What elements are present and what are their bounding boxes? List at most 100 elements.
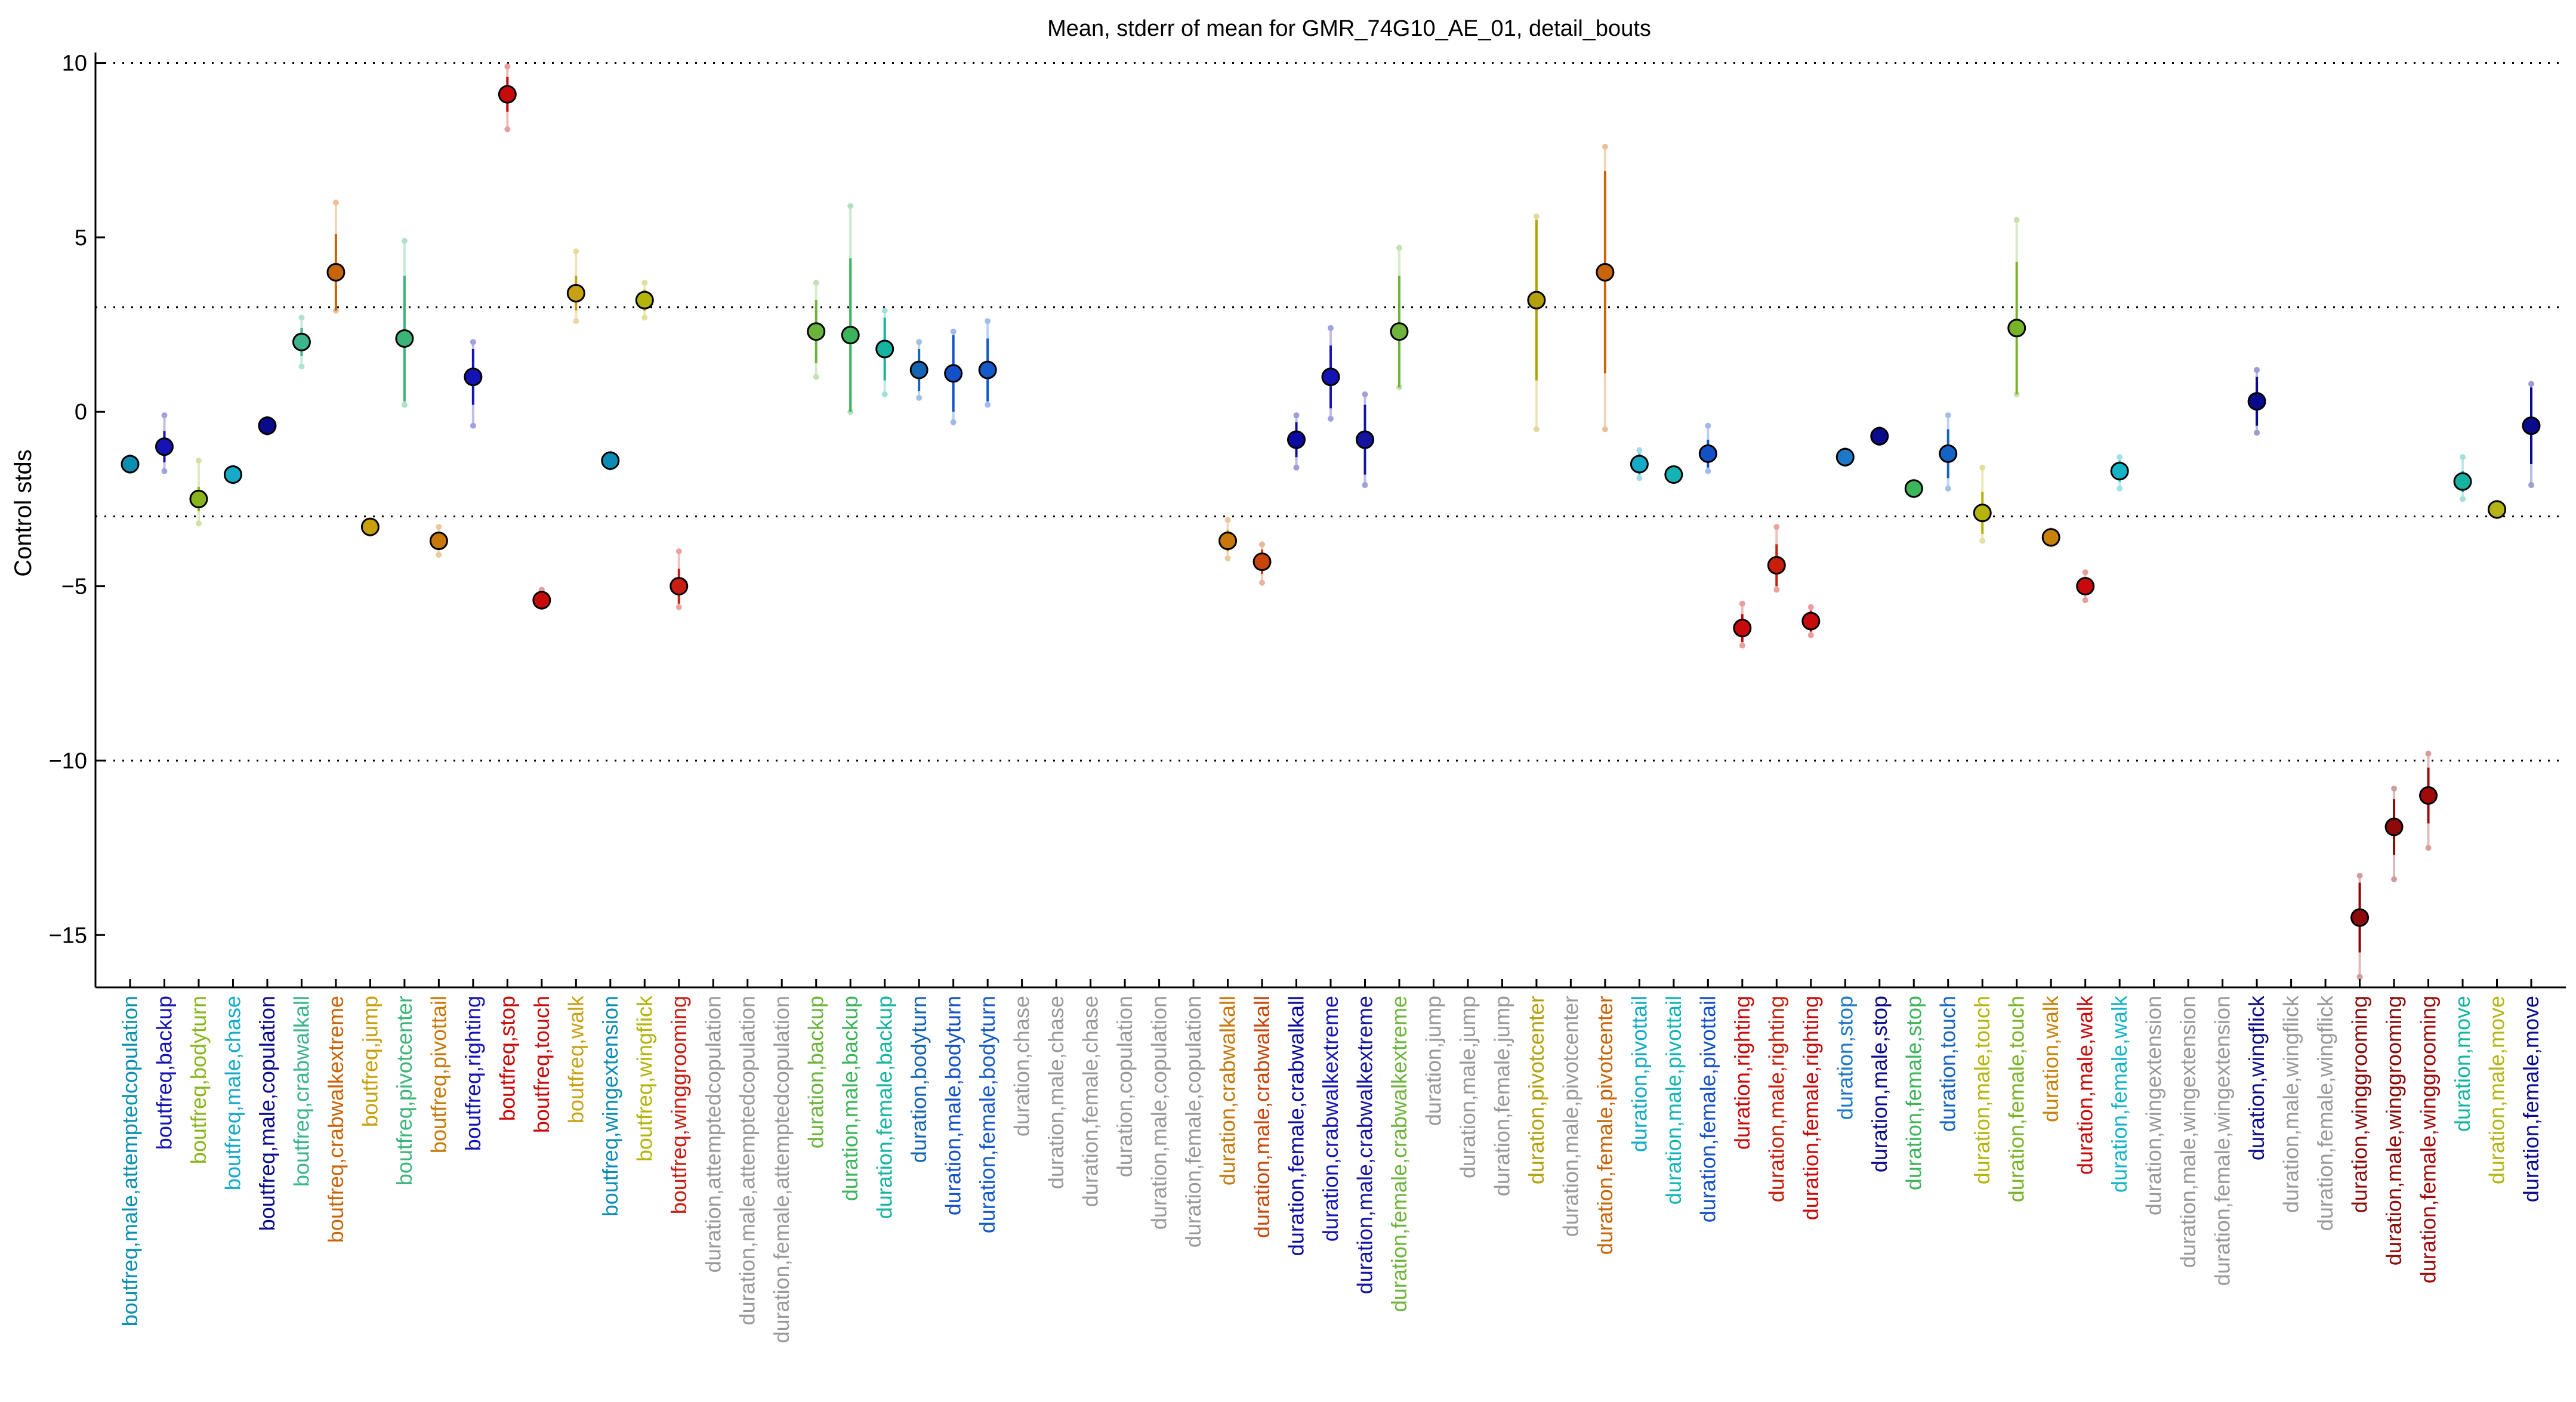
x-tick-label: boutfreq,stop xyxy=(495,996,519,1121)
ci-end-low xyxy=(1807,632,1814,638)
ci-end-high xyxy=(1533,213,1540,220)
ci-end-high xyxy=(1224,517,1231,523)
x-tick-label: duration,copulation xyxy=(1112,996,1137,1177)
ci-end-low xyxy=(1533,426,1540,433)
mean-point xyxy=(1767,556,1786,575)
x-tick-label: duration,male,touch xyxy=(1970,996,1994,1184)
ci-end-high xyxy=(401,237,408,244)
ci-end-low xyxy=(1293,464,1300,471)
x-tick-label: duration,female,move xyxy=(2519,996,2543,1202)
x-tick-label: duration,male,jump xyxy=(1455,996,1480,1178)
x-tick-label: duration,female,jump xyxy=(1489,996,1514,1196)
mean-point xyxy=(1527,291,1546,310)
mean-point xyxy=(1252,552,1272,572)
x-tick-label: duration,female,copulation xyxy=(1181,996,1205,1247)
mean-point xyxy=(978,360,997,379)
ci-end-high xyxy=(1979,464,1986,471)
ci-end-low xyxy=(813,373,819,380)
ci-end-low xyxy=(2356,974,2363,980)
ci-end-low xyxy=(1773,586,1780,593)
ci-end-high xyxy=(1293,412,1300,419)
x-tick-label: boutfreq,walk xyxy=(563,995,588,1123)
ci-end-low xyxy=(2254,430,2260,436)
x-tick-label: duration,female,backup xyxy=(872,996,897,1219)
chart-title: Mean, stderr of mean for GMR_74G10_AE_01… xyxy=(1047,16,1651,41)
mean-point xyxy=(841,326,860,345)
x-tick-label: duration,stop xyxy=(1832,996,1857,1120)
mean-point xyxy=(1287,430,1306,449)
x-tick-labels: boutfreq,male,attemptedcopulation boutfre… xyxy=(118,979,2543,1343)
ci-end-low xyxy=(881,391,888,398)
mean-point xyxy=(121,455,140,474)
x-tick-label: boutfreq,male,chase xyxy=(220,996,245,1190)
ci-end-low xyxy=(195,520,202,527)
x-tick-label: boutfreq,male,attemptedcopulation xyxy=(118,996,142,1326)
x-tick-label: duration,attemptedcopulation xyxy=(701,996,725,1273)
y-tick-label: −5 xyxy=(61,575,87,600)
ci-end-high xyxy=(641,279,648,286)
ci-end-high xyxy=(2082,569,2088,576)
mean-point xyxy=(1664,465,1683,484)
mean-point xyxy=(429,532,448,551)
ci-end-high xyxy=(1396,245,1402,251)
mean-point xyxy=(395,329,414,348)
mean-point xyxy=(1630,455,1649,474)
ci-end-low xyxy=(950,419,957,425)
ci-end-low xyxy=(1979,538,1986,544)
axes xyxy=(94,53,2566,989)
mean-point xyxy=(1733,619,1752,638)
x-tick-label: duration,winggrooming xyxy=(2347,996,2372,1213)
ci-end-high xyxy=(573,248,579,255)
mean-point xyxy=(360,517,380,536)
reference-lines xyxy=(95,62,2566,762)
mean-point xyxy=(2488,500,2507,519)
mean-point xyxy=(1973,504,1992,523)
x-tick-label: duration,male,crabwalkextreme xyxy=(1352,996,1377,1294)
ci-end-high xyxy=(881,307,888,314)
mean-point xyxy=(875,339,894,359)
x-tick-label: duration,male,pivotcenter xyxy=(1558,996,1582,1237)
ci-end-high xyxy=(2254,367,2260,373)
data-points xyxy=(121,63,2541,980)
ci-end-low xyxy=(2082,597,2088,603)
x-tick-label: boutfreq,righting xyxy=(461,996,485,1151)
ci-end-low xyxy=(573,318,579,325)
ci-end-low xyxy=(161,468,168,474)
x-tick-label: duration,female,pivottail xyxy=(1695,996,1720,1222)
x-tick-label: duration,male,move xyxy=(2485,996,2509,1184)
ci-end-high xyxy=(470,339,476,345)
y-tick-label: −15 xyxy=(49,923,87,948)
x-tick-label: duration,female,pivotcenter xyxy=(1593,996,1617,1255)
mean-point xyxy=(498,85,517,104)
ci-end-high xyxy=(1259,541,1266,548)
ci-end-high xyxy=(1602,143,1608,150)
ci-end-high xyxy=(1636,447,1643,453)
mean-point xyxy=(258,416,277,436)
mean-point xyxy=(2041,528,2060,547)
ci-end-low xyxy=(1328,415,1334,422)
x-tick-label: duration,touch xyxy=(1936,996,1960,1132)
mean-point xyxy=(1355,430,1374,449)
mean-point xyxy=(2453,472,2472,491)
y-axis-label: Control stds xyxy=(10,449,36,576)
mean-point xyxy=(944,364,963,383)
x-tick-label: duration,pivottail xyxy=(1627,996,1651,1152)
x-tick-label: boutfreq,winggrooming xyxy=(667,996,691,1214)
mean-point xyxy=(1801,612,1821,631)
mean-point xyxy=(1218,532,1238,551)
x-tick-label: duration,male,winggrooming xyxy=(2381,996,2406,1265)
mean-point xyxy=(1321,368,1340,387)
mean-point xyxy=(1390,322,1409,341)
x-tick-label: duration,male,copulation xyxy=(1147,996,1171,1230)
ci-end-low xyxy=(1362,482,1368,489)
x-tick-label: duration,male,pivottail xyxy=(1661,996,1686,1205)
ci-end-low xyxy=(436,551,442,558)
x-tick-label: boutfreq,jump xyxy=(357,996,382,1127)
mean-point xyxy=(189,489,208,508)
y-tick-label: 0 xyxy=(75,400,87,425)
ci-end-low xyxy=(298,363,305,370)
mean-point xyxy=(2076,577,2095,596)
ci-end-low xyxy=(2425,845,2432,851)
ci-end-high xyxy=(298,314,305,321)
x-tick-label: duration,bodyturn xyxy=(906,996,931,1163)
